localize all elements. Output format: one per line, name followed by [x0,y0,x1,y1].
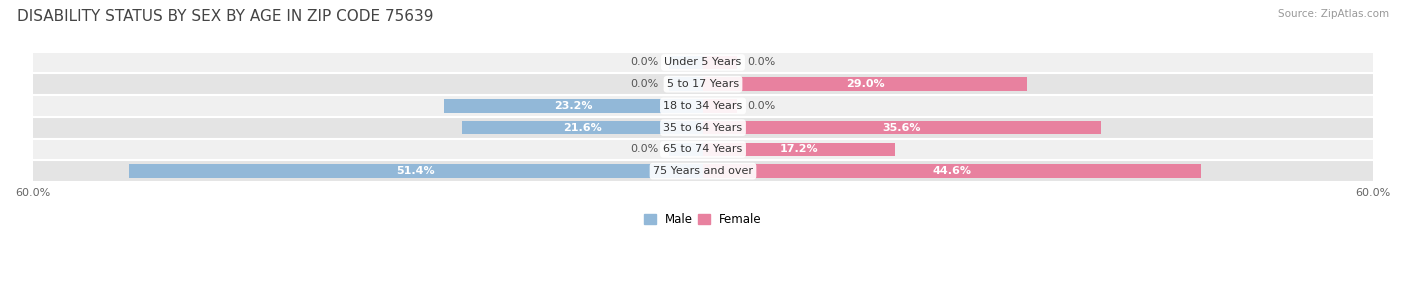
Bar [703,121,1101,135]
Text: 0.0%: 0.0% [630,57,658,67]
Bar [461,121,703,135]
Text: 23.2%: 23.2% [554,101,593,111]
Legend: Male, Female: Male, Female [640,208,766,231]
Text: 75 Years and over: 75 Years and over [652,166,754,176]
Bar [444,99,703,113]
Bar [703,56,737,69]
Bar [703,99,737,113]
Bar [703,164,1201,178]
Text: Source: ZipAtlas.com: Source: ZipAtlas.com [1278,9,1389,19]
Bar [669,77,703,91]
Bar [32,73,1374,95]
Text: 18 to 34 Years: 18 to 34 Years [664,101,742,111]
Bar [32,52,1374,73]
Text: 21.6%: 21.6% [562,123,602,133]
Text: 44.6%: 44.6% [932,166,972,176]
Text: 17.2%: 17.2% [780,144,818,154]
Text: 0.0%: 0.0% [630,79,658,89]
Bar [32,117,1374,138]
Text: 35.6%: 35.6% [883,123,921,133]
Bar [669,56,703,69]
Text: 29.0%: 29.0% [845,79,884,89]
Text: 65 to 74 Years: 65 to 74 Years [664,144,742,154]
Text: 5 to 17 Years: 5 to 17 Years [666,79,740,89]
Text: DISABILITY STATUS BY SEX BY AGE IN ZIP CODE 75639: DISABILITY STATUS BY SEX BY AGE IN ZIP C… [17,9,433,24]
Text: 0.0%: 0.0% [748,57,776,67]
Text: 0.0%: 0.0% [630,144,658,154]
Text: 51.4%: 51.4% [396,166,436,176]
Bar [703,77,1026,91]
Bar [32,160,1374,182]
Bar [32,95,1374,117]
Text: 0.0%: 0.0% [748,101,776,111]
Bar [32,138,1374,160]
Text: Under 5 Years: Under 5 Years [665,57,741,67]
Text: 35 to 64 Years: 35 to 64 Years [664,123,742,133]
Bar [669,143,703,156]
Bar [129,164,703,178]
Bar [703,143,896,156]
